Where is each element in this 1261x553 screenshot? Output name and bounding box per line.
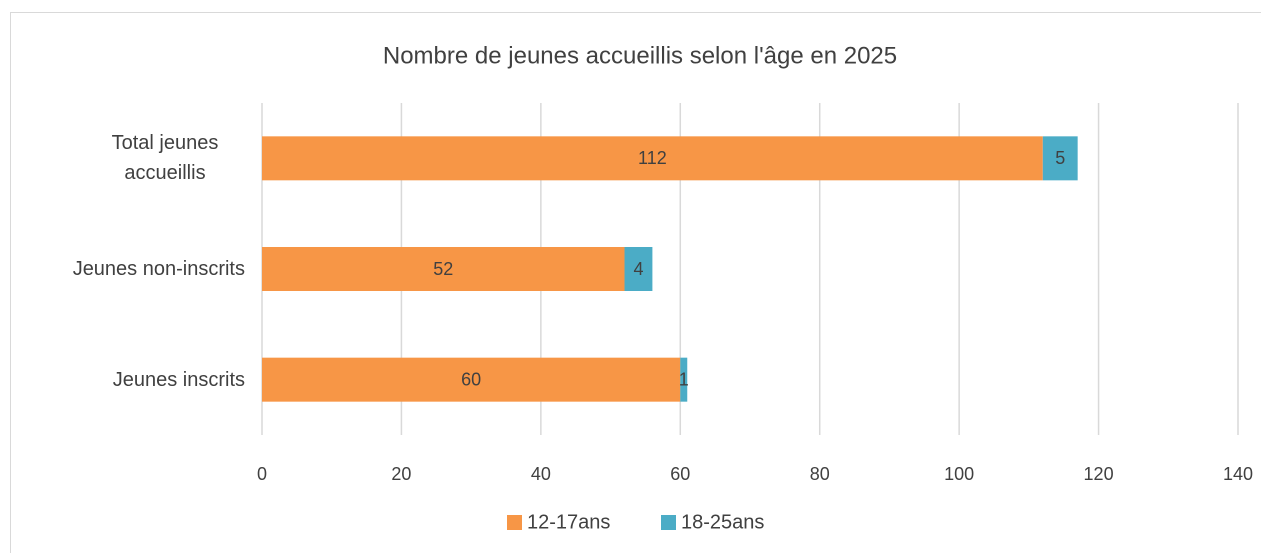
x-tick-label: 80 bbox=[810, 464, 830, 484]
bar-segment bbox=[624, 247, 653, 291]
legend-swatch bbox=[661, 515, 676, 530]
y-tick-label: Total jeunes accueillis bbox=[111, 132, 219, 185]
legend-label: 12-17ans bbox=[527, 511, 610, 533]
bar-segment bbox=[262, 357, 681, 402]
y-tick-label: Jeunes inscrits bbox=[112, 368, 245, 391]
legend-swatch bbox=[507, 515, 522, 530]
data-label: 112 bbox=[638, 148, 667, 168]
x-tick-label: 100 bbox=[944, 464, 974, 484]
data-label: 60 bbox=[461, 369, 481, 389]
x-tick-label: 140 bbox=[1223, 464, 1253, 484]
data-label: 5 bbox=[1055, 148, 1065, 168]
legend-label: 18-25ans bbox=[681, 511, 764, 533]
bar-segment bbox=[1042, 136, 1078, 181]
bar-segment bbox=[262, 136, 1043, 181]
x-tick-label: 20 bbox=[391, 464, 411, 484]
chart-border bbox=[10, 12, 1261, 553]
data-label: 4 bbox=[633, 259, 643, 279]
bar-segment bbox=[262, 247, 625, 291]
data-label: 1 bbox=[679, 369, 689, 389]
chart-title: Nombre de jeunes accueillis selon l'âge … bbox=[383, 42, 897, 69]
bar-segment bbox=[680, 357, 688, 402]
x-tick-label: 40 bbox=[531, 464, 551, 484]
data-label: 52 bbox=[433, 259, 453, 279]
x-tick-label: 120 bbox=[1084, 464, 1114, 484]
x-tick-label: 60 bbox=[670, 464, 690, 484]
y-tick-label: Jeunes non-inscrits bbox=[72, 258, 245, 280]
x-tick-label: 0 bbox=[257, 464, 267, 484]
